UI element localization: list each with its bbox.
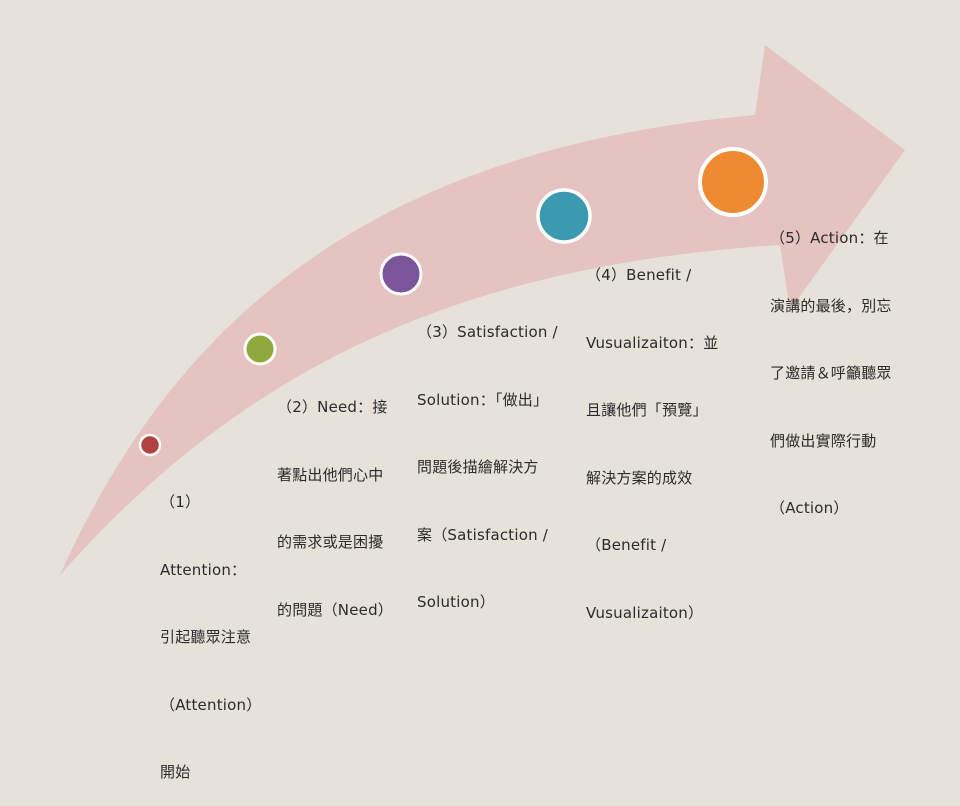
aida-flow-diagram (60, 45, 905, 575)
step-4-text: （4）Benefit / Vusualizaiton：並 且讓他們「預覽」 解決… (586, 219, 718, 647)
step-1-circle (138, 433, 162, 457)
step-5-circle (698, 147, 768, 217)
step-4-circle (536, 188, 592, 244)
step-1-line: （Attention） (160, 695, 262, 714)
step-1-line: Attention： (160, 560, 247, 579)
progress-arrow (60, 45, 905, 575)
step-3-line: 問題後描繪解決方 (417, 458, 539, 476)
step-5-line: （Action） (770, 499, 849, 517)
step-4-line: （4）Benefit / (586, 266, 692, 284)
step-2-line: 的需求或是困擾 (277, 533, 384, 551)
step-4-line: Vusualizaiton：並 (586, 333, 719, 352)
step-3-line: Solution） (417, 593, 495, 611)
step-4-line: （Benefit / (586, 536, 667, 554)
step-4-line: 且讓他們「預覽」 (586, 401, 708, 419)
step-5-line: 了邀請＆呼籲聽眾 (770, 364, 892, 382)
step-5-line: （5）Action：在 (770, 229, 889, 247)
step-1-line: 引起聽眾注意 (160, 628, 252, 646)
step-1-line: 開始 (160, 763, 191, 781)
step-4-line: Vusualizaiton） (586, 603, 704, 622)
step-3-line: 案（Satisfaction / (417, 525, 549, 544)
step-3-line: （3）Satisfaction / (417, 323, 558, 341)
step-3-circle (379, 252, 423, 296)
step-3-text: （3）Satisfaction / Solution：「做出」 問題後描繪解決方… (417, 276, 558, 636)
step-1-text: （1） Attention： 引起聽眾注意 （Attention） 開始 (160, 446, 261, 806)
step-2-line: （2）Need：接 (277, 398, 388, 416)
step-2-line: 的問題（Need） (277, 600, 393, 619)
step-5-line: 演講的最後，別忘 (770, 296, 892, 315)
step-4-line: 解決方案的成效 (586, 468, 693, 487)
step-2-line: 著點出他們心中 (277, 465, 384, 484)
step-1-line: （1） (160, 493, 201, 511)
step-2-circle (243, 332, 277, 366)
step-5-line: 們做出實際行動 (770, 431, 877, 450)
step-3-line: Solution：「做出」 (417, 390, 549, 409)
step-5-text: （5）Action：在 演講的最後，別忘 了邀請＆呼籲聽眾 們做出實際行動 （A… (770, 182, 892, 542)
